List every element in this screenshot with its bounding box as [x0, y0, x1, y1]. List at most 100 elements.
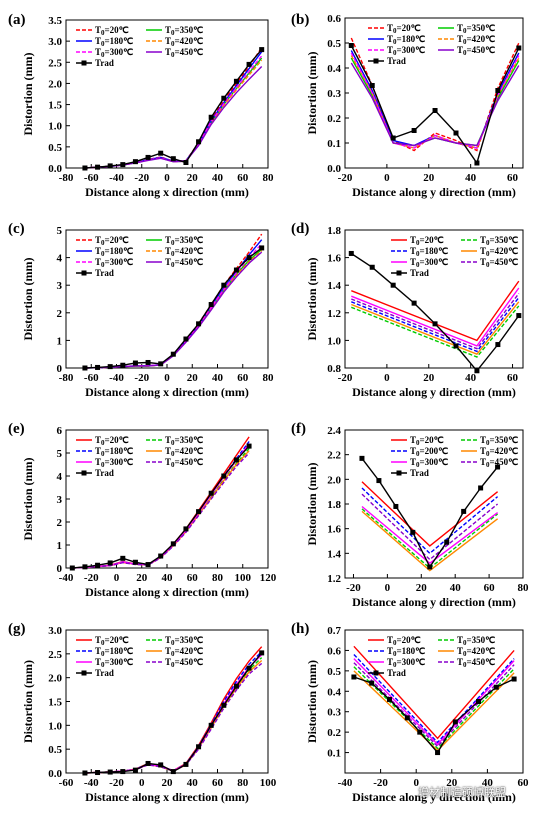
x-tick-label: 40	[465, 172, 477, 184]
legend-marker	[81, 270, 87, 276]
legend-label: T0=350℃	[165, 25, 203, 37]
data-point	[369, 83, 375, 88]
y-tick-label: 3.0	[48, 625, 62, 637]
y-tick-label: 0.2	[327, 727, 341, 739]
series-line	[353, 654, 515, 744]
y-tick-label: 4	[57, 253, 63, 265]
y-tick-label: 1.8	[327, 225, 341, 237]
data-point	[511, 676, 517, 682]
y-tick-label: 0.5	[48, 142, 62, 154]
x-tick-label: 40	[450, 582, 462, 594]
data-point	[233, 457, 239, 463]
data-point	[376, 478, 382, 484]
data-point	[404, 715, 410, 721]
y-axis-label: Distortion (mm)	[21, 258, 35, 341]
legend-label: T0=420℃	[457, 646, 495, 658]
y-tick-label: 2	[57, 517, 63, 529]
legend-label: T0=300℃	[410, 457, 448, 469]
series-line	[361, 508, 499, 570]
panel-label: (d)	[291, 221, 309, 237]
legend-label: T0=450℃	[165, 657, 203, 669]
legend-label: Trad	[410, 468, 429, 478]
series-line	[351, 287, 520, 347]
y-tick-label: 0	[57, 563, 63, 575]
legend-label: T0=180℃	[410, 246, 448, 258]
data-point	[158, 361, 164, 367]
data-point	[145, 760, 151, 766]
y-tick-label: 1.5	[48, 697, 62, 709]
data-point	[183, 160, 189, 166]
data-point	[120, 162, 126, 168]
panel-label: (c)	[8, 221, 25, 237]
y-tick-label: 2	[57, 308, 63, 320]
data-point	[493, 684, 499, 690]
data-point	[170, 769, 176, 775]
legend-label: T0=350℃	[457, 635, 495, 647]
data-point	[221, 95, 227, 101]
data-point	[453, 343, 459, 349]
data-point	[158, 150, 164, 156]
legend-label: T0=420℃	[480, 446, 518, 458]
data-point	[259, 245, 265, 251]
y-tick-label: 0.0	[327, 163, 341, 175]
data-point	[120, 555, 126, 561]
data-point	[183, 761, 189, 767]
y-tick-label: 1	[57, 335, 63, 347]
y-tick-label: 1.4	[327, 548, 341, 560]
data-point	[478, 485, 484, 491]
x-tick-label: -20	[134, 172, 149, 184]
data-point	[183, 336, 189, 342]
legend-label: T0=300℃	[95, 657, 133, 669]
legend-label: T0=350℃	[165, 435, 203, 447]
data-point	[170, 351, 176, 357]
x-tick-label: 0	[139, 777, 145, 789]
data-point	[393, 503, 399, 509]
y-tick-label: 2.5	[48, 57, 62, 69]
x-tick-label: -20	[134, 372, 149, 384]
data-point	[208, 114, 214, 120]
y-tick-label: 1.0	[48, 720, 62, 732]
x-tick-label: -60	[84, 372, 99, 384]
series-line	[361, 481, 499, 547]
legend-label: T0=450℃	[480, 457, 518, 469]
data-point	[95, 164, 101, 170]
series-line	[84, 55, 263, 169]
legend-label: T0=350℃	[480, 435, 518, 447]
data-point	[516, 45, 522, 51]
y-tick-label: 1.2	[327, 308, 341, 320]
legend-label: T0=350℃	[457, 23, 495, 35]
y-tick-label: 1.4	[327, 280, 341, 292]
data-point	[196, 139, 202, 145]
legend-label: T0=180℃	[95, 246, 133, 258]
x-tick-label: 120	[260, 572, 277, 584]
series-line	[350, 52, 520, 149]
data-point	[444, 539, 450, 545]
series-line	[84, 59, 263, 169]
y-tick-label: 4	[57, 471, 63, 483]
x-tick-label: 0	[385, 582, 391, 594]
legend-label: T0=300℃	[95, 47, 133, 59]
data-point	[183, 526, 189, 532]
data-point	[158, 762, 164, 768]
x-tick-label: -80	[59, 172, 74, 184]
legend-label: Trad	[95, 268, 114, 278]
panel-label: (g)	[8, 621, 26, 637]
y-tick-label: 1.0	[327, 335, 341, 347]
data-point	[359, 455, 365, 461]
y-tick-label: 3.5	[48, 15, 62, 27]
x-axis-label: Distance along y direction (mm)	[352, 185, 516, 199]
x-tick-label: -20	[346, 582, 361, 594]
x-tick-label: 40	[162, 572, 174, 584]
y-tick-label: 0.3	[327, 707, 341, 719]
y-tick-label: 0.4	[327, 63, 341, 75]
legend: T0=20℃ T0=350℃ T0=180℃ T0=420℃ T0=300℃ T0=450…	[76, 635, 203, 678]
legend-label: T0=450℃	[165, 457, 203, 469]
data-point	[82, 564, 88, 570]
y-tick-label: 0.6	[327, 13, 341, 25]
data-point	[246, 665, 252, 671]
legend-label: T0=350℃	[480, 235, 518, 247]
data-point	[476, 699, 481, 704]
x-tick-label: 20	[423, 172, 435, 184]
x-tick-label: 20	[446, 777, 458, 789]
